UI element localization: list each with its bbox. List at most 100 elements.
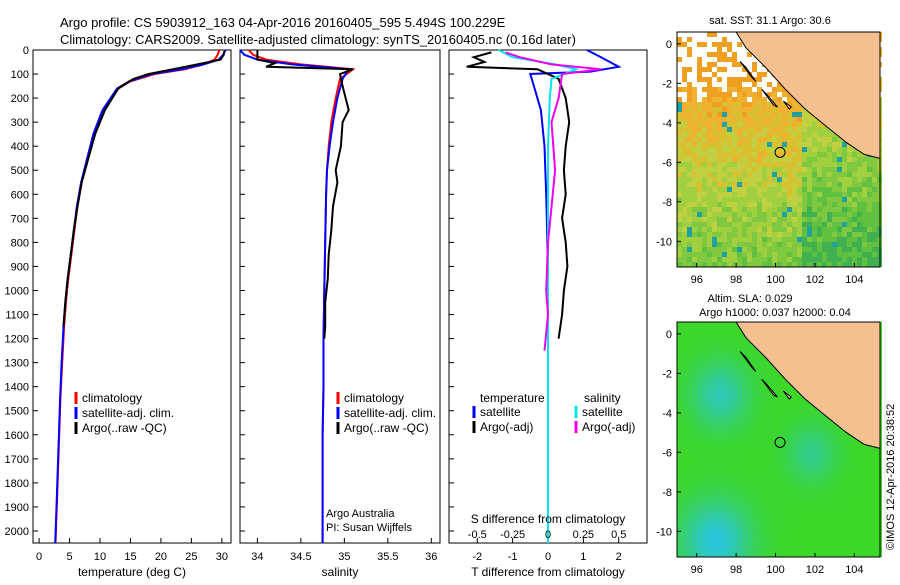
heat-cell (757, 117, 762, 122)
heat-cell (732, 482, 737, 487)
heat-cell (702, 167, 707, 172)
heat-cell (832, 482, 837, 487)
heat-cell (742, 167, 747, 172)
heat-cell (697, 497, 702, 502)
heat-cell (802, 212, 807, 217)
heat-cell (677, 547, 682, 552)
heat-cell (787, 447, 792, 452)
heat-cell (757, 122, 762, 127)
heat-cell (757, 547, 762, 552)
heat-cell (857, 552, 862, 557)
heat-cell (762, 497, 767, 502)
heat-cell (867, 177, 872, 182)
heat-cell (752, 187, 757, 192)
heat-cell (722, 462, 727, 467)
heat-cell (772, 192, 777, 197)
heat-cell (737, 202, 742, 207)
heat-cell (717, 447, 722, 452)
heat-cell (707, 82, 712, 87)
heat-cell (687, 547, 692, 552)
map-y-tick-label: -10 (656, 526, 672, 538)
sla-map-axes (676, 321, 881, 558)
heat-cell (712, 137, 717, 142)
heat-cell (847, 257, 852, 262)
heat-cell (817, 182, 822, 187)
heat-cell (732, 542, 737, 547)
heat-cell (772, 447, 777, 452)
heat-cell (827, 242, 832, 247)
heat-cell (732, 87, 737, 92)
heat-cell (772, 217, 777, 222)
heat-cell (862, 192, 867, 197)
heat-cell (727, 217, 732, 222)
heat-cell (827, 437, 832, 442)
heat-cell (757, 112, 762, 117)
heat-cell (817, 177, 822, 182)
heat-cell (847, 212, 852, 217)
heat-cell (867, 552, 872, 557)
heat-cell (832, 152, 837, 157)
heat-cell (802, 222, 807, 227)
heat-cell (752, 417, 757, 422)
heat-cell (787, 202, 792, 207)
heat-cell (687, 157, 692, 162)
heat-cell (682, 72, 687, 77)
heat-cell (772, 382, 777, 387)
heat-cell (857, 502, 862, 507)
heat-cell (737, 522, 742, 527)
heat-cell (812, 457, 817, 462)
depth-tick-label: 0 (23, 45, 29, 57)
heat-cell (757, 467, 762, 472)
heat-cell (772, 542, 777, 547)
heat-cell (702, 332, 707, 337)
heat-cell (747, 382, 752, 387)
heat-cell (807, 147, 812, 152)
heat-cell (742, 87, 747, 92)
heat-cell (712, 62, 717, 67)
heat-cell (812, 127, 817, 132)
heat-cell (757, 172, 762, 177)
heat-cell (862, 247, 867, 252)
heat-cell (862, 447, 867, 452)
salinity-x-ticks: 34 34.5 35 35.5 36 (251, 538, 437, 563)
heat-cell (677, 112, 682, 117)
heat-cell (712, 447, 717, 452)
heat-cell (727, 227, 732, 232)
heat-cell (797, 232, 802, 237)
heat-cell (782, 507, 787, 512)
heat-cell (687, 142, 692, 147)
series-line-satellite (239, 49, 351, 543)
heat-cell (692, 402, 697, 407)
heat-cell (842, 452, 847, 457)
heat-cell (777, 132, 782, 137)
heat-cell (822, 537, 827, 542)
heat-cell (772, 172, 777, 177)
heat-cell (792, 447, 797, 452)
heat-cell (732, 247, 737, 252)
heat-cell (727, 487, 732, 492)
sst-map-title: sat. SST: 31.1 Argo: 30.6 (709, 15, 831, 27)
heat-cell (837, 467, 842, 472)
heat-cell (782, 127, 787, 132)
heat-cell (722, 357, 727, 362)
depth-tick-label: 1400 (5, 382, 29, 394)
heat-cell (747, 372, 752, 377)
heat-cell (732, 52, 737, 57)
heat-cell (687, 397, 692, 402)
heat-cell (857, 262, 862, 267)
heat-cell (742, 457, 747, 462)
heat-cell (767, 482, 772, 487)
heat-cell (817, 427, 822, 432)
heat-cell (687, 187, 692, 192)
heat-cell (837, 222, 842, 227)
heat-cell (707, 517, 712, 522)
heat-cell (712, 507, 717, 512)
map-y-tick-label: -2 (662, 78, 672, 90)
heat-cell (837, 442, 842, 447)
heat-cell (732, 547, 737, 552)
heat-cell (787, 477, 792, 482)
heat-cell (797, 517, 802, 522)
heat-cell (692, 147, 697, 152)
heat-cell (832, 447, 837, 452)
heat-cell (692, 457, 697, 462)
